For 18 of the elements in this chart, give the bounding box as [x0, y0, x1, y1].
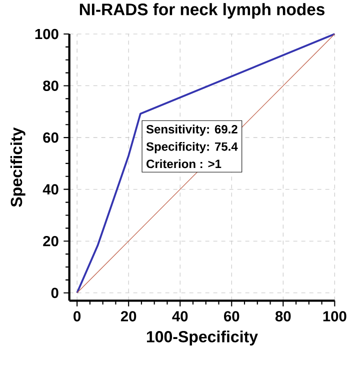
x-tick-label: 60 [224, 311, 240, 322]
annotation: Specificity: 75.4 [146, 142, 238, 154]
y-tick-label: 20 [43, 236, 58, 246]
annotation: Criterion : >1 [146, 159, 222, 168]
y-tick-label: 100 [35, 28, 58, 40]
x-tick-label: 20 [120, 311, 136, 322]
annotation: Sensitivity: 69.2 [146, 124, 238, 136]
x-tick-label: 40 [172, 311, 188, 322]
chart-title: NI-RADS for neck lymph nodes [80, 3, 324, 19]
y-axis-title: Specificity [10, 127, 26, 207]
x-axis-title: 100-Specificity [146, 330, 258, 346]
x-tick-label: 100 [323, 311, 346, 322]
x-tick-label: 80 [275, 311, 291, 322]
y-tick-label: 40 [42, 184, 58, 195]
y-tick-label: 80 [43, 80, 58, 91]
y-tick-label: 60 [43, 132, 58, 143]
y-tick-label: 0 [51, 288, 58, 298]
x-tick-label: 0 [74, 311, 81, 322]
